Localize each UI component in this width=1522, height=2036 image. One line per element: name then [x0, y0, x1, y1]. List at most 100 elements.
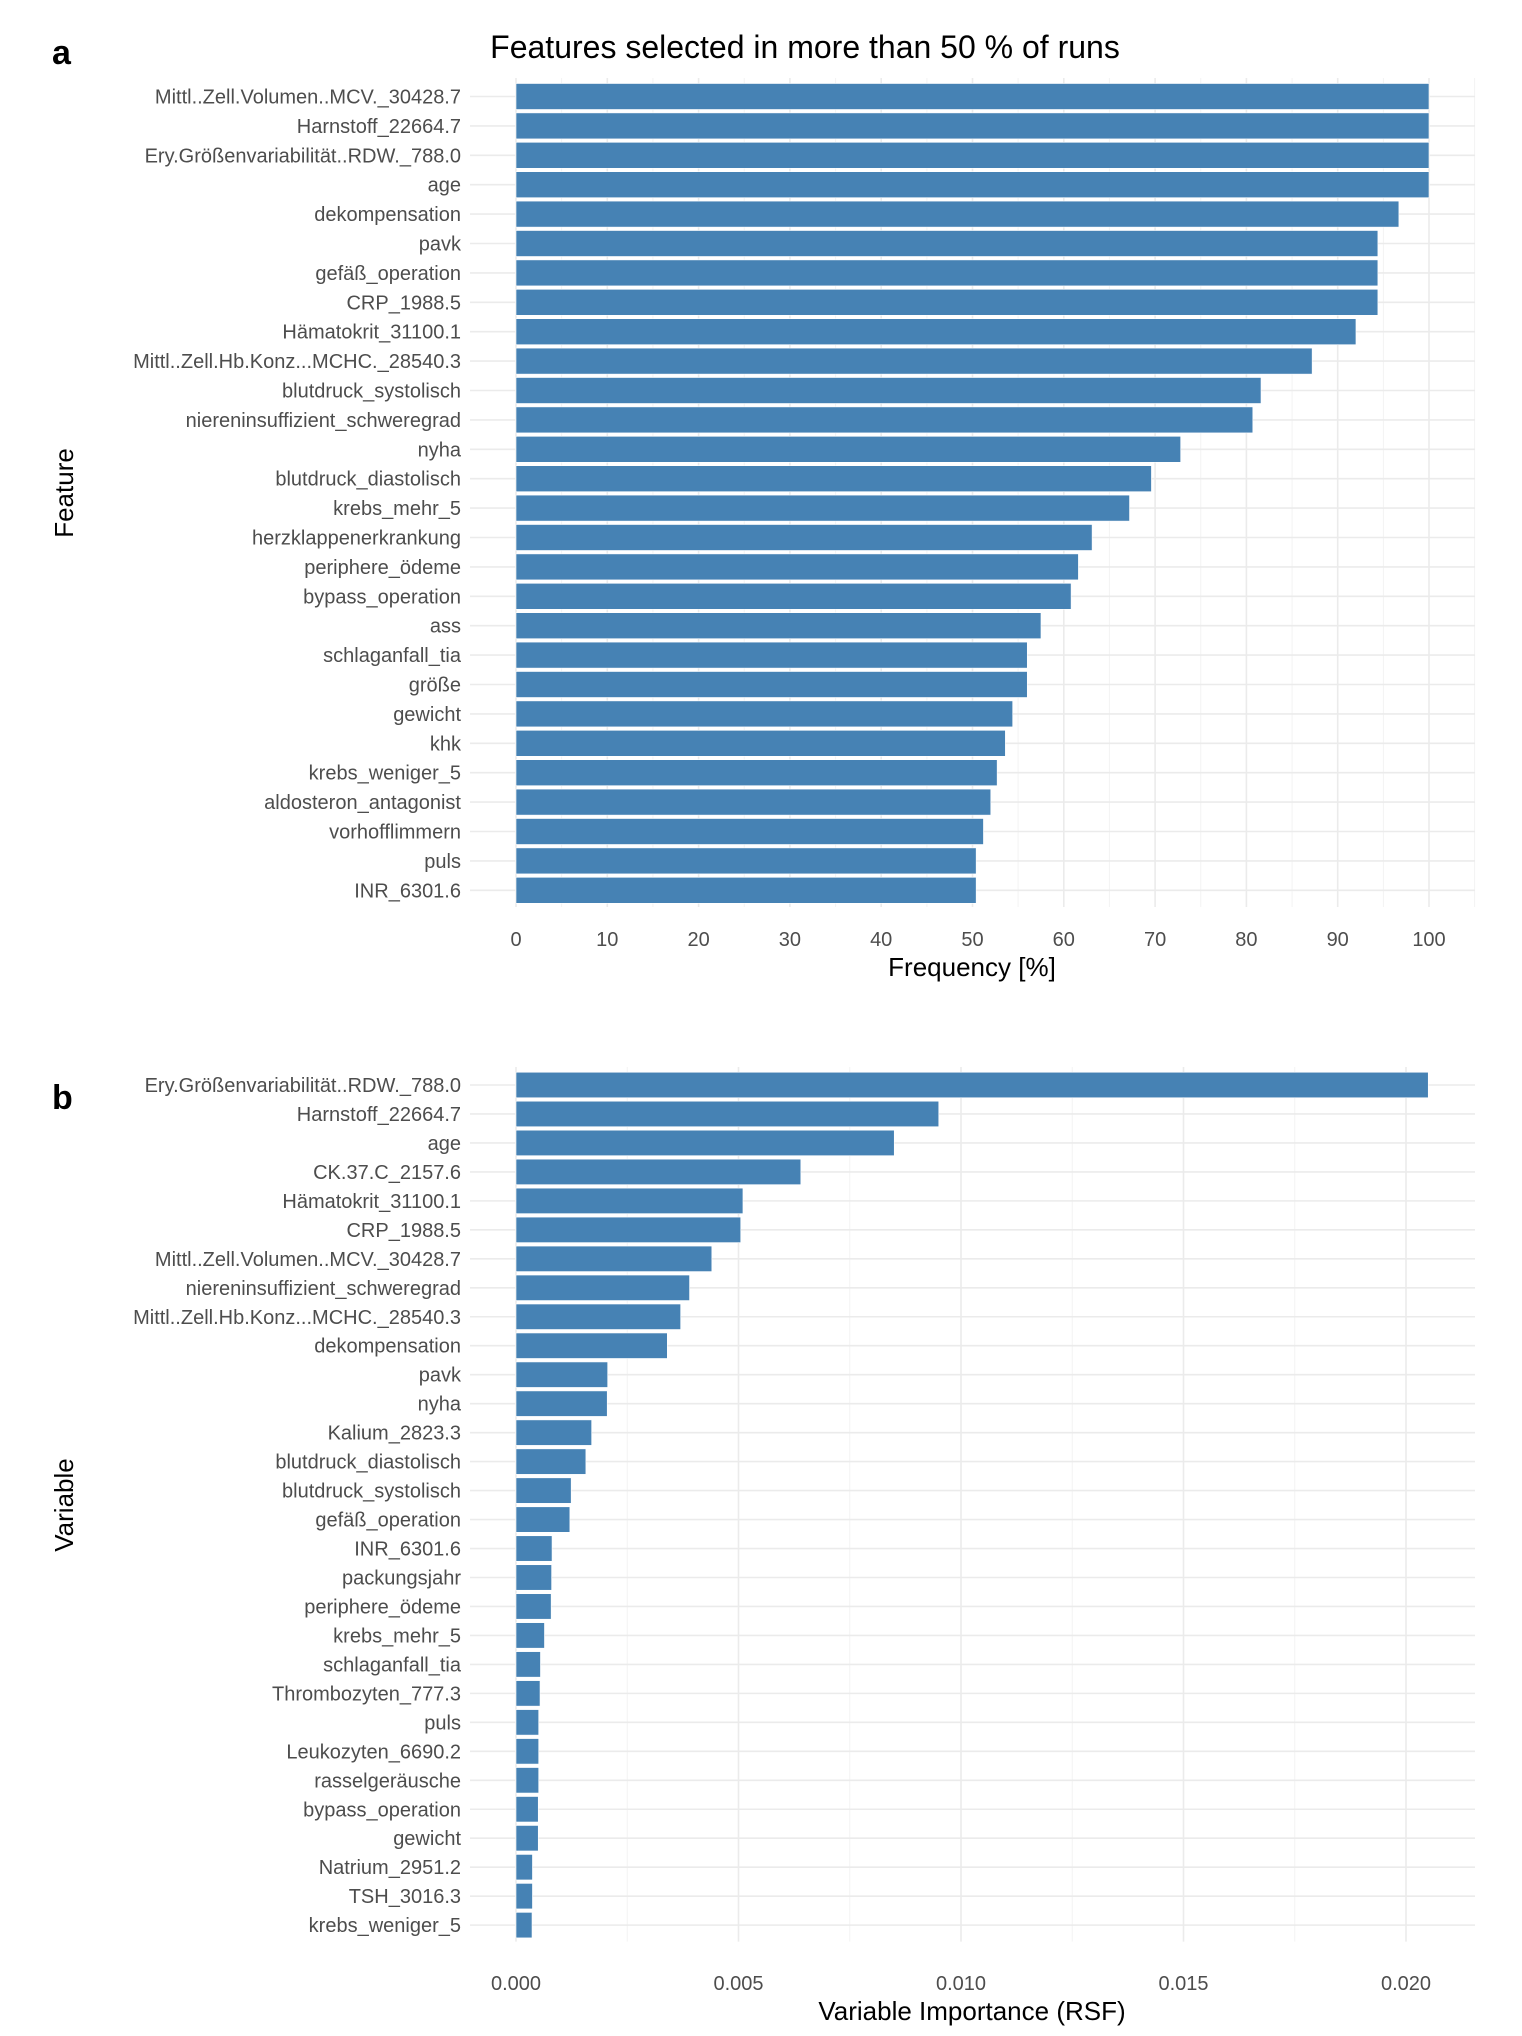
bar [515, 1216, 742, 1243]
x-axis-title-a: Frequency [%] [888, 952, 1056, 982]
category-label: periphere_ödeme [304, 1596, 461, 1618]
category-label: dekompensation [314, 204, 461, 226]
category-label: blutdruck_systolisch [282, 1481, 461, 1503]
category-label: krebs_mehr_5 [333, 1625, 461, 1647]
category-label: schlaganfall_tia [323, 1654, 462, 1676]
category-label: dekompensation [314, 1336, 461, 1358]
x-tick-label: 60 [1053, 929, 1075, 951]
bar [515, 1361, 608, 1388]
category-label: krebs_weniger_5 [309, 763, 461, 785]
category-label: ass [430, 616, 461, 638]
category-label: Mittl..Zell.Hb.Konz...MCHC._28540.3 [133, 1307, 461, 1329]
bar [515, 612, 1042, 640]
category-label: INR_6301.6 [354, 880, 461, 902]
bar [515, 1767, 539, 1794]
y-axis-title-b: Variable [49, 1458, 79, 1551]
category-label: bypass_operation [303, 1799, 461, 1821]
bar [515, 1622, 545, 1649]
x-tick-label: 100 [1412, 929, 1445, 951]
category-label: blutdruck_systolisch [282, 381, 461, 403]
category-label: packungsjahr [342, 1567, 461, 1589]
bar [515, 1332, 668, 1359]
x-tick-label: 0.000 [491, 1973, 541, 1995]
panel-b: b Ery.Größenvariabilität..RDW._788.0 Harn… [49, 1067, 1475, 2026]
bar [515, 259, 1379, 287]
category-label: Ery.Größenvariabilität..RDW._788.0 [145, 145, 461, 167]
bar [515, 788, 992, 816]
category-label: Mittl..Zell.Volumen..MCV._30428.7 [155, 1249, 461, 1271]
bar [515, 1303, 681, 1330]
bar [515, 876, 977, 904]
category-label: gefäß_operation [315, 1510, 461, 1532]
panel-letter-b: b [52, 1079, 73, 1117]
category-label: gewicht [393, 1828, 461, 1850]
bar [515, 83, 1430, 110]
x-tick-label: 70 [1144, 929, 1166, 951]
category-label: Harnstoff_22664.7 [297, 1104, 461, 1126]
category-label: krebs_weniger_5 [309, 1915, 461, 1937]
category-label: age [428, 175, 461, 197]
bars-a [515, 83, 1430, 904]
bar [515, 494, 1130, 522]
bar [515, 1448, 587, 1475]
category-label: Hämatokrit_31100.1 [282, 322, 461, 344]
category-label: rasselgeräusche [314, 1770, 461, 1792]
bar [515, 1796, 539, 1823]
bar [515, 1854, 533, 1881]
x-tick-label: 40 [870, 929, 892, 951]
x-tick-label: 0 [510, 929, 521, 951]
category-label: nyha [418, 439, 462, 461]
category-label: pavk [419, 1365, 462, 1387]
bar [515, 1651, 541, 1678]
x-tick-label: 0.010 [936, 1973, 986, 1995]
bar [515, 524, 1093, 551]
panel-a: a Features selected in more than 50 % of… [49, 29, 1476, 982]
category-label: Ery.Größenvariabilität..RDW._788.0 [145, 1075, 461, 1097]
bar [515, 1187, 744, 1214]
bar [515, 1245, 713, 1272]
category-label: Mittl..Zell.Hb.Konz...MCHC._28540.3 [133, 351, 461, 373]
x-tick-label: 50 [961, 929, 983, 951]
bars-b [515, 1071, 1429, 1939]
y-axis-title-a: Feature [49, 448, 79, 538]
category-label: Kalium_2823.3 [328, 1423, 461, 1445]
bar [515, 1680, 541, 1707]
category-labels-a: Mittl..Zell.Volumen..MCV._30428.7 Harnsto… [133, 87, 462, 903]
bar [515, 641, 1028, 669]
category-label: gewicht [393, 704, 461, 726]
bar [515, 142, 1430, 169]
x-tick-label: 0.015 [1158, 1973, 1208, 1995]
bar [515, 435, 1181, 463]
category-label: khk [430, 733, 462, 755]
bar [515, 465, 1152, 493]
category-label: aldosteron_antagonist [264, 792, 461, 814]
category-label: age [428, 1133, 461, 1155]
bar [515, 1912, 533, 1939]
category-label: Thrombozyten_777.3 [272, 1683, 461, 1705]
bar [515, 847, 977, 875]
bar [515, 1419, 592, 1446]
bar [515, 1390, 608, 1417]
category-labels-b: Ery.Größenvariabilität..RDW._788.0 Harnst… [133, 1075, 462, 1937]
category-label: nyha [418, 1394, 462, 1416]
x-tick-label: 20 [687, 929, 709, 951]
category-label: Mittl..Zell.Volumen..MCV._30428.7 [155, 87, 461, 109]
bar [515, 582, 1072, 610]
x-tick-label: 0.020 [1381, 1973, 1431, 1995]
bar [515, 1883, 533, 1910]
category-label: größe [409, 675, 461, 697]
bar [515, 553, 1079, 581]
bar [515, 818, 984, 845]
x-tick-label: 80 [1235, 929, 1257, 951]
bar [515, 377, 1262, 404]
bar [515, 318, 1357, 346]
category-label: CK.37.C_2157.6 [313, 1162, 461, 1184]
bar [515, 288, 1379, 316]
bar [515, 1535, 553, 1562]
x-axis-title-b: Variable Importance (RSF) [818, 1996, 1125, 2026]
bar [515, 1593, 552, 1620]
bar [515, 759, 998, 787]
panel-letter-a: a [52, 34, 72, 72]
category-label: blutdruck_diastolisch [275, 1452, 461, 1474]
bar [515, 1709, 539, 1736]
